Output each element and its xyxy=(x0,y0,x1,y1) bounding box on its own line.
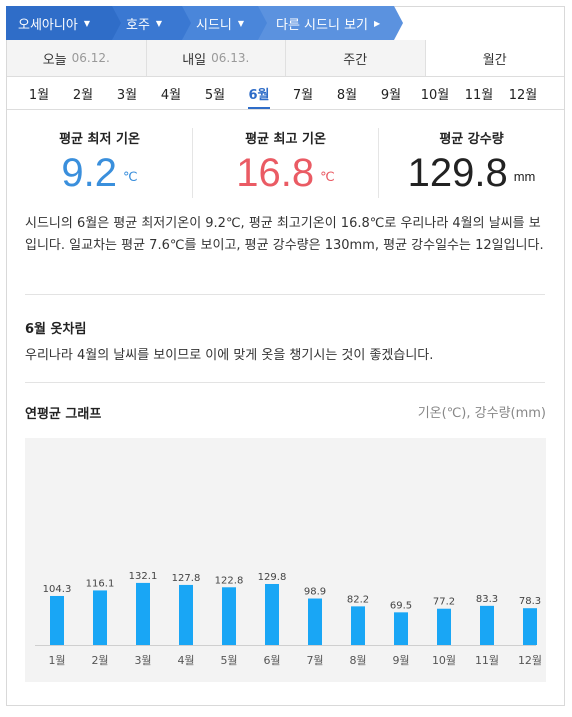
breadcrumb: 다른 시드니 보기 ▶ 시드니 ▼ 호주 ▼ 오세아니아 ▼ xyxy=(6,6,403,40)
tab-month-1[interactable]: 1월 xyxy=(28,87,50,103)
graph-title: 연평균 그래프 xyxy=(25,407,102,422)
breadcrumb-label: 호주 xyxy=(126,17,150,33)
tab-label: 내일 xyxy=(182,52,207,68)
rainfall-bar xyxy=(50,595,64,645)
month-tick-label: 5월 xyxy=(220,654,237,667)
rainfall-bar xyxy=(523,608,537,645)
chevron-down-icon: ▼ xyxy=(237,18,245,28)
clothing-text: 우리나라 4월의 날씨를 보이므로 이에 맞게 옷을 챙기시는 것이 좋겠습니다… xyxy=(25,348,434,363)
month-tick-label: 7월 xyxy=(306,654,323,667)
stat-value: 16.8 xyxy=(236,151,315,195)
tab-month-10[interactable]: 10월 xyxy=(420,87,450,103)
tab-month-2[interactable]: 2월 xyxy=(72,87,94,103)
tab-label: 주간 xyxy=(343,52,368,68)
stat-unit: mm xyxy=(513,169,536,184)
month-tick-label: 3월 xyxy=(134,654,151,667)
tab-monthly[interactable]: 월간 xyxy=(425,40,564,76)
clothing-title: 6월 옷차림 xyxy=(25,322,87,337)
chevron-down-icon: ▼ xyxy=(155,18,163,28)
breadcrumb-city[interactable]: 시드니 ▼ xyxy=(182,6,267,40)
stat-rainfall: 평균 강수량 129.8 mm xyxy=(379,128,564,198)
tab-month-11[interactable]: 11월 xyxy=(464,87,494,103)
tab-month-9[interactable]: 9월 xyxy=(380,87,402,103)
rainfall-bar xyxy=(351,606,365,645)
breadcrumb-country[interactable]: 호주 ▼ xyxy=(112,6,191,40)
stat-label: 평균 최저 기온 xyxy=(59,132,140,147)
rainfall-bar xyxy=(265,583,279,645)
month-tick-label: 8월 xyxy=(349,654,366,667)
rainfall-label: 98.9 xyxy=(304,587,326,598)
month-tick-label: 1월 xyxy=(48,654,65,667)
annual-chart: 25.8°25.7°24.7°22.3°19.3°16.8°16.2°17.7°… xyxy=(25,68,546,682)
month-tabs: 1월 2월 3월 4월 5월 6월 7월 8월 9월 10월 11월 12월 xyxy=(7,77,564,110)
tab-month-3[interactable]: 3월 xyxy=(116,87,138,103)
monthly-stats: 평균 최저 기온 9.2 ℃ 평균 최고 기온 16.8 ℃ 평균 강수량 129.… xyxy=(7,128,564,198)
stat-label: 평균 강수량 xyxy=(439,132,504,147)
rainfall-label: 78.3 xyxy=(519,596,541,607)
tab-date: 06.13. xyxy=(211,51,250,65)
rainfall-label: 83.3 xyxy=(476,594,498,605)
tab-label: 월간 xyxy=(482,52,507,68)
day-tabs: 오늘 06.12. 내일 06.13. 주간 월간 xyxy=(7,40,564,77)
rainfall-label: 116.1 xyxy=(86,578,115,589)
breadcrumb-other-city[interactable]: 다른 시드니 보기 ▶ xyxy=(258,6,403,40)
month-description: 시드니의 6월은 평균 최저기온이 9.2℃, 평균 최고기온이 16.8℃로 … xyxy=(25,216,544,253)
rainfall-label: 69.5 xyxy=(390,600,412,611)
rainfall-label: 77.2 xyxy=(433,597,455,608)
tab-month-6[interactable]: 6월 xyxy=(237,77,281,109)
annual-chart-svg: 25.8°25.7°24.7°22.3°19.3°16.8°16.2°17.7°… xyxy=(35,68,544,667)
rainfall-bar xyxy=(480,605,494,645)
rainfall-label: 132.1 xyxy=(129,571,158,582)
rainfall-bar xyxy=(136,582,150,645)
rainfall-label: 82.2 xyxy=(347,594,369,605)
rainfall-label: 129.8 xyxy=(258,572,287,583)
rainfall-bar xyxy=(179,584,193,645)
month-tick-label: 11월 xyxy=(475,654,499,667)
tab-month-5[interactable]: 5월 xyxy=(204,87,226,103)
tab-tomorrow[interactable]: 내일 06.13. xyxy=(146,40,286,76)
month-tick-label: 4월 xyxy=(177,654,194,667)
tab-date: 06.12. xyxy=(71,51,110,65)
breadcrumb-label: 시드니 xyxy=(196,17,232,33)
tab-label: 오늘 xyxy=(42,52,67,68)
tab-today[interactable]: 오늘 06.12. xyxy=(7,40,147,76)
month-tick-label: 2월 xyxy=(91,654,108,667)
stat-value: 129.8 xyxy=(407,151,508,195)
stat-low-temp: 평균 최저 기온 9.2 ℃ xyxy=(7,128,193,198)
stat-unit: ℃ xyxy=(320,169,335,184)
breadcrumb-continent[interactable]: 오세아니아 ▼ xyxy=(6,6,121,40)
chevron-right-icon: ▶ xyxy=(374,18,381,28)
rainfall-bar xyxy=(93,590,107,645)
breadcrumb-label: 다른 시드니 보기 xyxy=(276,17,368,33)
month-tick-label: 6월 xyxy=(263,654,280,667)
stat-high-temp: 평균 최고 기온 16.8 ℃ xyxy=(193,128,379,198)
stat-value: 9.2 xyxy=(61,151,117,195)
chevron-down-icon: ▼ xyxy=(83,18,90,28)
tab-month-12[interactable]: 12월 xyxy=(508,87,538,103)
month-tick-label: 9월 xyxy=(392,654,409,667)
tab-month-7[interactable]: 7월 xyxy=(292,87,314,103)
breadcrumb-label: 오세아니아 xyxy=(18,17,78,33)
divider xyxy=(25,294,545,295)
tab-weekly[interactable]: 주간 xyxy=(286,40,426,76)
rainfall-label: 127.8 xyxy=(172,573,201,584)
graph-unit-label: 기온(℃), 강수량(mm) xyxy=(417,406,546,421)
stat-unit: ℃ xyxy=(123,169,138,184)
rainfall-bar xyxy=(222,587,236,645)
rainfall-bar xyxy=(394,612,408,645)
rainfall-label: 122.8 xyxy=(215,575,244,586)
rainfall-bar xyxy=(437,608,451,645)
stat-label: 평균 최고 기온 xyxy=(245,132,326,147)
rainfall-label: 104.3 xyxy=(43,584,72,595)
month-tick-label: 10월 xyxy=(432,654,456,667)
month-tick-label: 12월 xyxy=(518,654,542,667)
divider xyxy=(25,382,545,383)
tab-month-8[interactable]: 8월 xyxy=(336,87,358,103)
tab-month-4[interactable]: 4월 xyxy=(160,87,182,103)
rainfall-bar xyxy=(308,598,322,645)
